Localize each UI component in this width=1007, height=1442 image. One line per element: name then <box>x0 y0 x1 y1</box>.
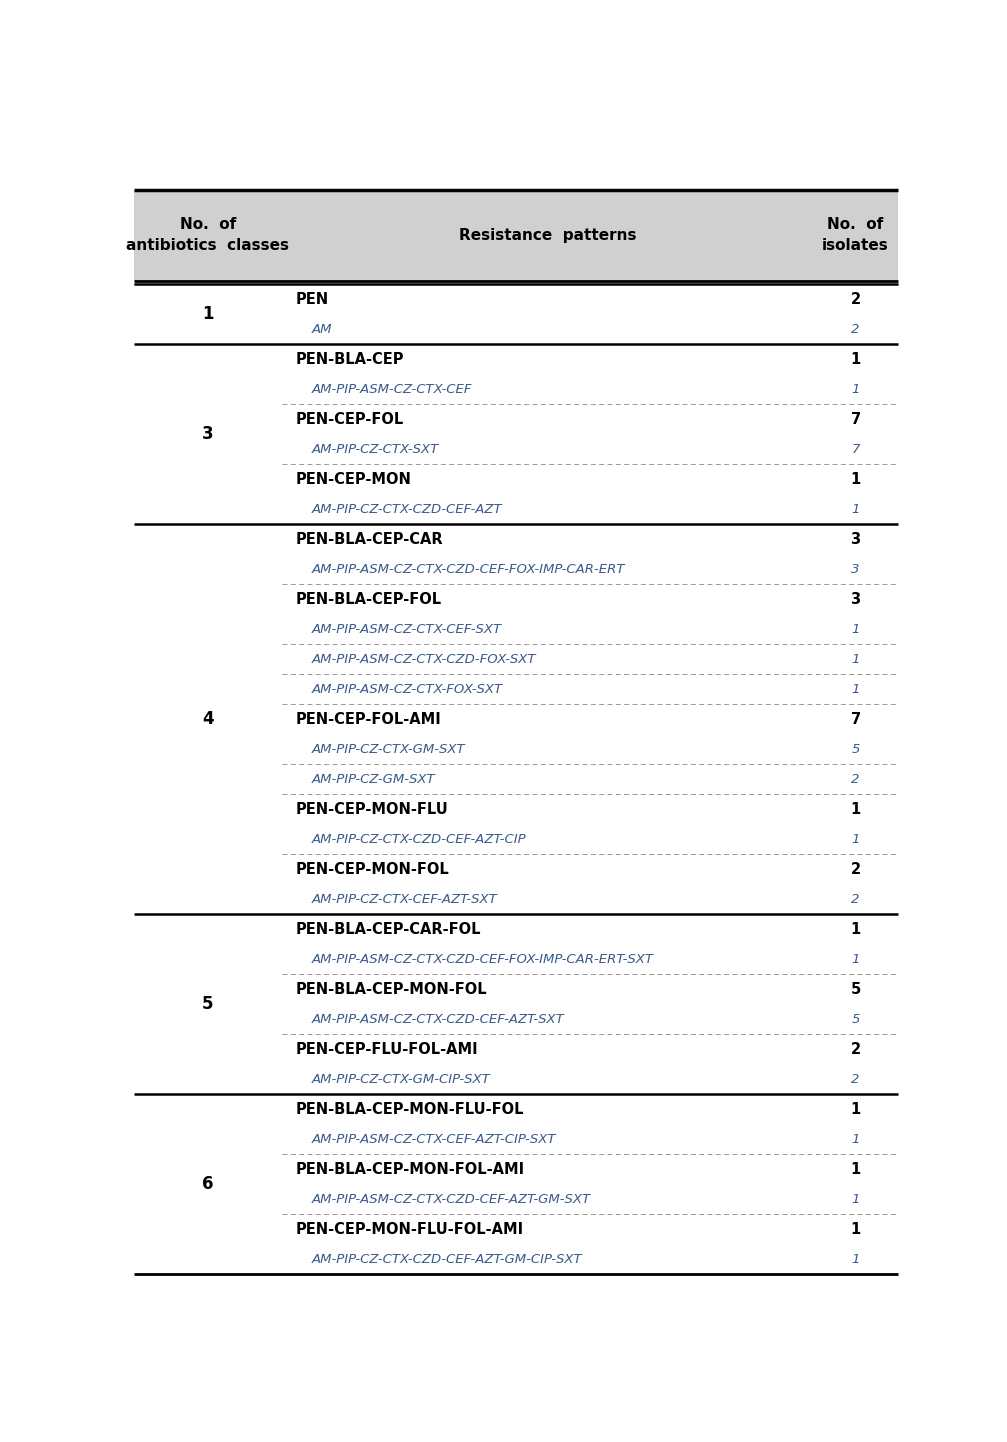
Text: 1: 1 <box>851 921 861 937</box>
Text: PEN-BLA-CEP-MON-FLU-FOL: PEN-BLA-CEP-MON-FLU-FOL <box>296 1102 525 1118</box>
Text: 1: 1 <box>851 503 860 516</box>
Text: 1: 1 <box>851 1221 861 1237</box>
Text: 3: 3 <box>851 591 861 607</box>
Text: 4: 4 <box>202 711 213 728</box>
Text: 2: 2 <box>851 1073 860 1086</box>
Text: 3: 3 <box>851 532 861 547</box>
Text: AM-PIP-ASM-CZ-CTX-CEF-SXT: AM-PIP-ASM-CZ-CTX-CEF-SXT <box>311 623 501 636</box>
Text: PEN-CEP-MON-FOL: PEN-CEP-MON-FOL <box>296 862 450 877</box>
Text: 5: 5 <box>851 982 861 996</box>
Text: PEN: PEN <box>296 291 329 307</box>
Text: PEN-CEP-MON-FLU-FOL-AMI: PEN-CEP-MON-FLU-FOL-AMI <box>296 1221 524 1237</box>
Text: 7: 7 <box>851 712 861 727</box>
Text: AM-PIP-CZ-CTX-CZD-CEF-AZT-GM-CIP-SXT: AM-PIP-CZ-CTX-CZD-CEF-AZT-GM-CIP-SXT <box>311 1253 582 1266</box>
Text: AM-PIP-CZ-CTX-CZD-CEF-AZT: AM-PIP-CZ-CTX-CZD-CEF-AZT <box>311 503 502 516</box>
Text: 2: 2 <box>851 893 860 906</box>
Text: 1: 1 <box>851 352 861 366</box>
Text: AM-PIP-CZ-CTX-GM-SXT: AM-PIP-CZ-CTX-GM-SXT <box>311 743 465 756</box>
Text: AM-PIP-ASM-CZ-CTX-CZD-CEF-FOX-IMP-CAR-ERT-SXT: AM-PIP-ASM-CZ-CTX-CZD-CEF-FOX-IMP-CAR-ER… <box>311 953 654 966</box>
Text: No.  of
isolates: No. of isolates <box>822 218 889 254</box>
Text: No.  of
antibiotics  classes: No. of antibiotics classes <box>126 218 289 254</box>
Text: 5: 5 <box>202 995 213 1014</box>
Text: AM-PIP-CZ-CTX-CZD-CEF-AZT-CIP: AM-PIP-CZ-CTX-CZD-CEF-AZT-CIP <box>311 833 527 846</box>
Text: 1: 1 <box>851 1133 860 1146</box>
Text: 6: 6 <box>202 1175 213 1194</box>
Text: 1: 1 <box>202 306 213 323</box>
Text: PEN-BLA-CEP: PEN-BLA-CEP <box>296 352 405 366</box>
Text: Resistance  patterns: Resistance patterns <box>458 228 636 242</box>
Text: 1: 1 <box>851 802 861 816</box>
Text: AM-PIP-CZ-CTX-GM-CIP-SXT: AM-PIP-CZ-CTX-GM-CIP-SXT <box>311 1073 490 1086</box>
Text: 2: 2 <box>851 323 860 336</box>
Text: 1: 1 <box>851 472 861 486</box>
Text: AM-PIP-CZ-CTX-CEF-AZT-SXT: AM-PIP-CZ-CTX-CEF-AZT-SXT <box>311 893 497 906</box>
Text: PEN-BLA-CEP-MON-FOL: PEN-BLA-CEP-MON-FOL <box>296 982 487 996</box>
Text: AM-PIP-ASM-CZ-CTX-CZD-CEF-FOX-IMP-CAR-ERT: AM-PIP-ASM-CZ-CTX-CZD-CEF-FOX-IMP-CAR-ER… <box>311 562 625 575</box>
Text: AM-PIP-ASM-CZ-CTX-CEF: AM-PIP-ASM-CZ-CTX-CEF <box>311 382 472 395</box>
Text: 7: 7 <box>851 411 861 427</box>
Text: PEN-CEP-FLU-FOL-AMI: PEN-CEP-FLU-FOL-AMI <box>296 1043 478 1057</box>
Text: AM-PIP-ASM-CZ-CTX-CZD-FOX-SXT: AM-PIP-ASM-CZ-CTX-CZD-FOX-SXT <box>311 653 536 666</box>
Text: 1: 1 <box>851 623 860 636</box>
Text: 2: 2 <box>851 862 861 877</box>
Text: 2: 2 <box>851 773 860 786</box>
Bar <box>134 190 898 281</box>
Text: 3: 3 <box>851 562 860 575</box>
Text: 1: 1 <box>851 1253 860 1266</box>
Text: 1: 1 <box>851 833 860 846</box>
Text: 1: 1 <box>851 1102 861 1118</box>
Text: PEN-BLA-CEP-CAR: PEN-BLA-CEP-CAR <box>296 532 444 547</box>
Text: AM-PIP-ASM-CZ-CTX-CZD-CEF-AZT-SXT: AM-PIP-ASM-CZ-CTX-CZD-CEF-AZT-SXT <box>311 1012 564 1025</box>
Text: 5: 5 <box>851 743 860 756</box>
Text: 2: 2 <box>851 1043 861 1057</box>
Text: 1: 1 <box>851 653 860 666</box>
Text: PEN-CEP-MON-FLU: PEN-CEP-MON-FLU <box>296 802 449 816</box>
Text: 1: 1 <box>851 682 860 695</box>
Text: PEN-BLA-CEP-MON-FOL-AMI: PEN-BLA-CEP-MON-FOL-AMI <box>296 1162 525 1177</box>
Text: PEN-CEP-MON: PEN-CEP-MON <box>296 472 412 486</box>
Text: PEN-BLA-CEP-FOL: PEN-BLA-CEP-FOL <box>296 591 442 607</box>
Text: PEN-CEP-FOL-AMI: PEN-CEP-FOL-AMI <box>296 712 442 727</box>
Text: 5: 5 <box>851 1012 860 1025</box>
Text: 1: 1 <box>851 382 860 395</box>
Text: AM-PIP-ASM-CZ-CTX-CZD-CEF-AZT-GM-SXT: AM-PIP-ASM-CZ-CTX-CZD-CEF-AZT-GM-SXT <box>311 1193 591 1206</box>
Text: AM-PIP-CZ-GM-SXT: AM-PIP-CZ-GM-SXT <box>311 773 435 786</box>
Text: AM-PIP-ASM-CZ-CTX-CEF-AZT-CIP-SXT: AM-PIP-ASM-CZ-CTX-CEF-AZT-CIP-SXT <box>311 1133 556 1146</box>
Text: 1: 1 <box>851 1193 860 1206</box>
Text: 3: 3 <box>202 425 213 443</box>
Text: 1: 1 <box>851 953 860 966</box>
Text: PEN-CEP-FOL: PEN-CEP-FOL <box>296 411 404 427</box>
Text: 2: 2 <box>851 291 861 307</box>
Text: AM-PIP-CZ-CTX-SXT: AM-PIP-CZ-CTX-SXT <box>311 443 439 456</box>
Text: AM: AM <box>311 323 332 336</box>
Text: PEN-BLA-CEP-CAR-FOL: PEN-BLA-CEP-CAR-FOL <box>296 921 481 937</box>
Text: 1: 1 <box>851 1162 861 1177</box>
Text: AM-PIP-ASM-CZ-CTX-FOX-SXT: AM-PIP-ASM-CZ-CTX-FOX-SXT <box>311 682 502 695</box>
Text: 7: 7 <box>851 443 860 456</box>
